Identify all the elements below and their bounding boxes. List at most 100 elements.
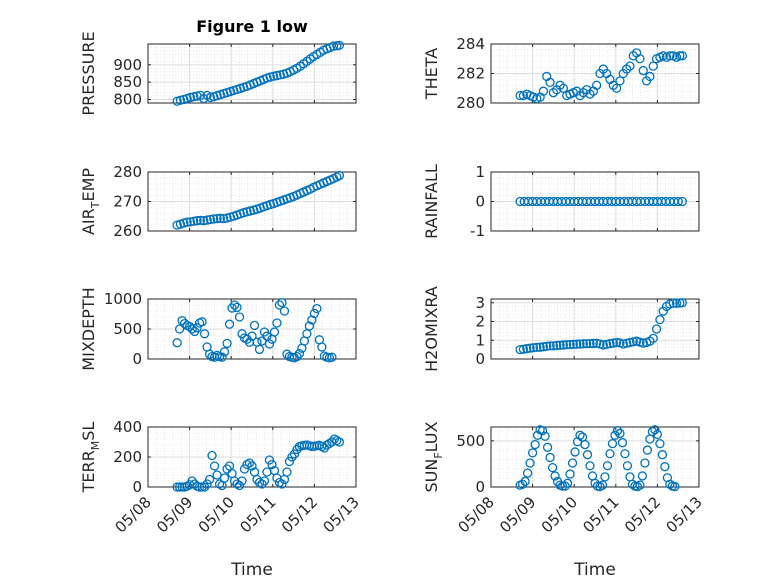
data-point — [292, 351, 302, 362]
data-point — [615, 76, 625, 86]
data-point — [522, 468, 533, 478]
data-point — [648, 333, 658, 344]
subplot-mixdepth: 0 500 1000 MIXDEPTH — [79, 287, 357, 371]
data-point — [537, 426, 548, 436]
data-point — [215, 213, 226, 223]
data-point — [635, 480, 645, 490]
data-point — [334, 40, 345, 51]
x-tick-label: 05/09 — [153, 493, 196, 536]
data-series — [172, 297, 337, 363]
x-tick-label: 05/11 — [236, 493, 279, 536]
data-point — [182, 217, 192, 227]
data-point — [611, 83, 622, 93]
data-point — [655, 438, 665, 449]
y-tick-label: 0 — [132, 478, 142, 496]
data-point — [525, 458, 535, 468]
data-point — [317, 342, 327, 352]
y-tick-label: 1 — [475, 163, 485, 181]
data-point — [202, 479, 212, 489]
y-axis-label: MIXDEPTH — [79, 287, 98, 370]
x-tick-label: 05/12 — [278, 493, 321, 536]
data-point — [209, 461, 220, 471]
data-series — [515, 425, 680, 492]
data-series — [172, 170, 345, 230]
x-tick-label: 05/13 — [663, 493, 706, 536]
data-point — [675, 51, 685, 61]
data-point — [515, 90, 525, 101]
data-point — [214, 479, 225, 489]
data-point — [234, 480, 245, 491]
data-point — [222, 338, 232, 349]
data-point — [254, 344, 265, 355]
data-point — [625, 61, 635, 71]
data-point — [557, 481, 568, 491]
data-point — [232, 302, 242, 313]
data-point — [605, 449, 615, 459]
data-point — [275, 70, 285, 80]
data-point — [545, 452, 555, 463]
data-point — [552, 340, 562, 351]
data-point — [525, 343, 535, 353]
data-point — [677, 196, 688, 207]
data-point — [189, 216, 199, 226]
data-point — [237, 476, 247, 486]
data-point — [545, 341, 555, 351]
data-point — [234, 312, 245, 322]
data-point — [249, 320, 260, 331]
data-point — [532, 342, 542, 353]
data-point — [660, 462, 670, 472]
data-point — [665, 479, 675, 489]
data-point — [272, 70, 282, 81]
tick-marks — [490, 427, 700, 488]
data-point — [570, 447, 580, 457]
data-point — [187, 476, 197, 486]
subplot-theta: 280 282 284 THETA — [422, 35, 700, 112]
data-point — [562, 478, 573, 488]
y-axis-label: PRESSURE — [79, 31, 98, 115]
data-point — [575, 430, 585, 440]
data-point — [558, 83, 569, 93]
data-point — [269, 327, 280, 337]
x-tick-label: 05/10 — [195, 493, 238, 536]
y-tick-label: 0 — [132, 350, 142, 368]
data-point — [638, 338, 648, 348]
data-point — [647, 426, 658, 437]
data-series — [515, 48, 688, 104]
y-axis-label: THETA — [422, 48, 441, 100]
data-point — [287, 452, 297, 462]
data-point — [515, 344, 525, 355]
data-point — [670, 481, 680, 492]
subplot-rainfall: -1 0 1 RAINFALL — [422, 163, 700, 240]
data-point — [542, 442, 553, 452]
data-point — [195, 215, 206, 226]
data-point — [334, 170, 345, 181]
data-point — [279, 306, 290, 316]
y-tick-label: 284 — [456, 35, 485, 53]
data-point — [562, 340, 572, 350]
data-point — [334, 437, 345, 447]
y-axis-label: SUNFLUX — [422, 421, 445, 492]
data-point — [227, 303, 237, 313]
data-point — [187, 324, 197, 334]
data-point — [555, 340, 565, 350]
data-point — [264, 339, 275, 349]
data-point — [328, 41, 339, 51]
data-point — [607, 438, 618, 449]
data-point — [204, 474, 215, 485]
data-point — [304, 321, 315, 331]
data-point — [229, 300, 240, 310]
x-tick-label: 05/09 — [496, 493, 539, 536]
data-point — [242, 459, 252, 470]
data-point — [254, 477, 265, 488]
y-tick-label: 850 — [113, 73, 142, 91]
axes-box — [490, 298, 700, 360]
y-tick-label: 2 — [475, 313, 485, 331]
data-point — [257, 479, 267, 489]
data-point — [673, 196, 683, 207]
data-point — [677, 298, 688, 308]
data-point — [329, 434, 340, 444]
data-point — [197, 317, 207, 327]
data-point — [327, 352, 337, 362]
data-point — [212, 213, 222, 224]
y-tick-label: 1 — [475, 331, 485, 349]
